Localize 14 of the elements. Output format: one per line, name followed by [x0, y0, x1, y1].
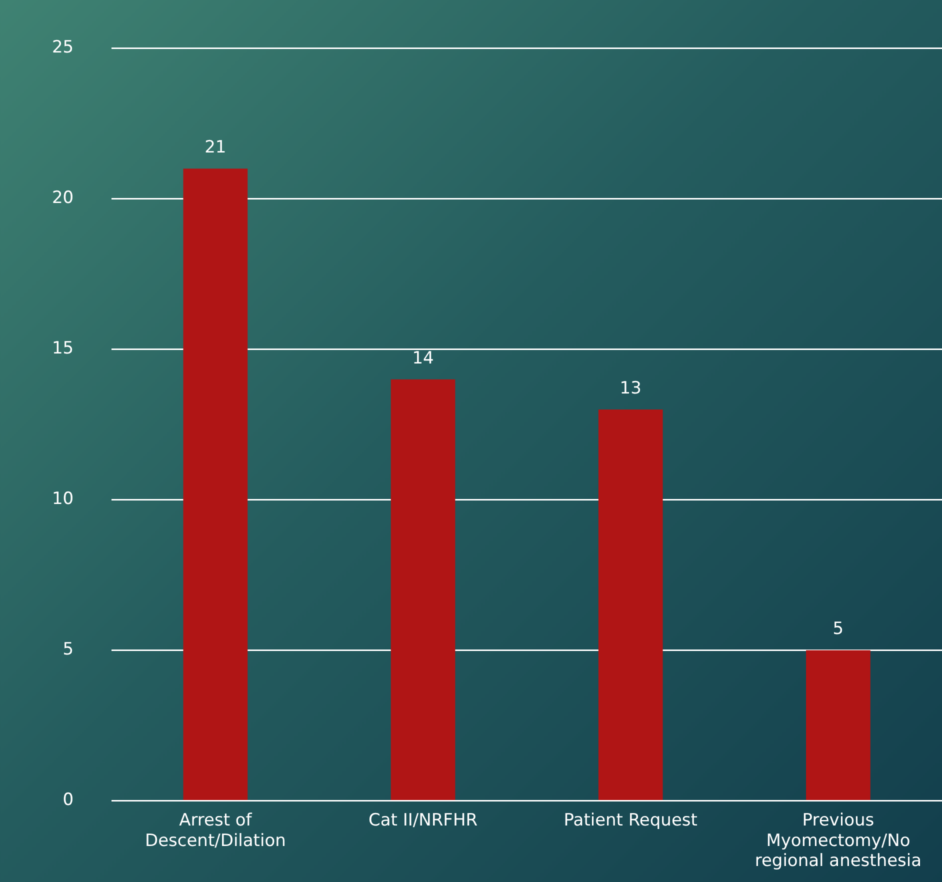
y-tick-label: 15 — [52, 338, 74, 359]
x-tick-label: Cat II/NRFHR — [368, 810, 478, 830]
y-tick-label: 20 — [52, 188, 74, 208]
y-tick-label: 25 — [52, 38, 74, 58]
data-label: 5 — [832, 619, 844, 640]
x-tick-label: Previous Myomectomy/No regional anesthesia — [754, 810, 922, 872]
x-tick-label: Patient Request — [564, 810, 698, 830]
y-tick-label: 5 — [62, 640, 74, 660]
x-tick-label: Arrest of Descent/Dilation — [144, 810, 286, 851]
y-tick-label: 0 — [62, 790, 74, 810]
y-tick-label: 10 — [52, 489, 74, 510]
data-label: 14 — [412, 348, 434, 368]
data-label: 13 — [620, 378, 642, 398]
data-label: 21 — [204, 138, 226, 158]
